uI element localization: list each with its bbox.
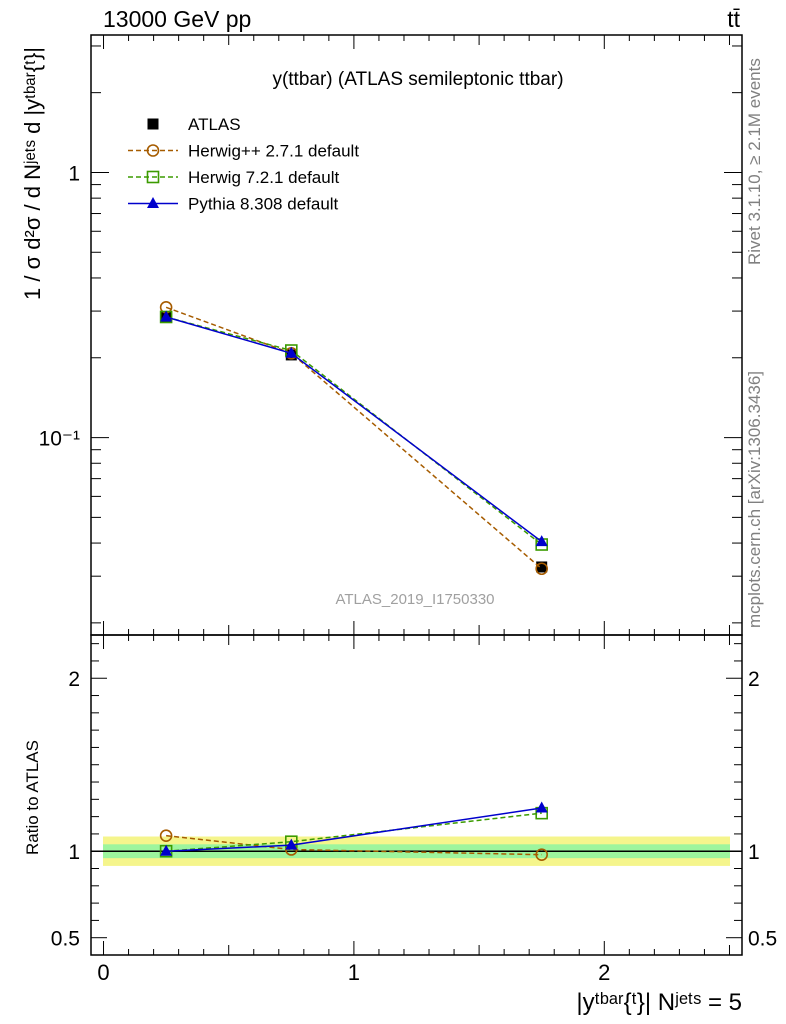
legend-marker — [146, 144, 160, 157]
energy-label: 13000 GeV pp — [103, 6, 251, 32]
ratio-y-axis-label: Ratio to ATLAS — [23, 740, 42, 855]
watermark: ATLAS_2019_I1750330 — [335, 591, 494, 608]
process-label: tt̄ — [727, 6, 740, 32]
main-y-axis-label: 1 / σ d²σ / d Nʲᵉᵗˢ d |yᵗᵇᵃʳ{ᵗ}| — [20, 47, 45, 300]
ratio-y-tick-label-left: 1 — [68, 841, 80, 864]
legend-label: ATLAS — [188, 115, 241, 134]
main-data-point — [535, 535, 548, 547]
ratio-series-line — [166, 834, 542, 856]
x-axis-label: |yᵗᵇᵃʳ{ᵗ}| Nʲᵉᵗˢ = 5 — [576, 989, 742, 1016]
ratio-data-point — [535, 848, 548, 861]
ratio-frame — [90, 634, 743, 956]
main-series-line — [165, 316, 543, 546]
rivet-label: Rivet 3.1.10, ≥ 2.1M events — [745, 58, 764, 265]
main-y-tick-label: 10⁻¹ — [39, 428, 80, 451]
legend-label: Herwig++ 2.7.1 default — [188, 142, 359, 161]
ratio-y-tick-label-right: 1 — [748, 841, 760, 864]
main-series-line — [165, 316, 543, 543]
ratio-data-point — [535, 801, 548, 813]
legend-marker — [147, 197, 159, 208]
ratio-data-point — [285, 838, 298, 850]
x-tick-label: 1 — [348, 960, 360, 985]
main-data-point — [535, 562, 548, 576]
main-data-point — [160, 310, 173, 322]
plot-title: y(ttbar) (ATLAS semileptonic ttbar) — [272, 69, 563, 90]
main-y-tick-label: 1 — [68, 162, 80, 185]
main-data-point — [536, 561, 548, 573]
x-tick-label: 2 — [598, 960, 610, 985]
ratio-y-tick-label-left: 0.5 — [51, 928, 80, 951]
ratio-data-point — [159, 829, 173, 842]
mcplots-label: mcplots.cern.ch [arXiv:1306.3436] — [745, 371, 764, 628]
legend-marker — [146, 170, 160, 184]
ratio-y-tick-label-right: 0.5 — [748, 928, 777, 951]
legend-marker — [147, 118, 159, 130]
ratio-y-tick-label-left: 2 — [68, 668, 80, 691]
ratio-data-point — [160, 844, 173, 856]
legend-label: Pythia 8.308 default — [188, 195, 339, 214]
legend-label: Herwig 7.2.1 default — [188, 168, 339, 187]
ratio-series-line — [166, 812, 542, 852]
main-series-line — [165, 306, 543, 570]
ratio-y-tick-label-right: 2 — [748, 668, 760, 691]
main-data-point — [285, 346, 298, 358]
x-tick-label: 0 — [97, 960, 109, 985]
